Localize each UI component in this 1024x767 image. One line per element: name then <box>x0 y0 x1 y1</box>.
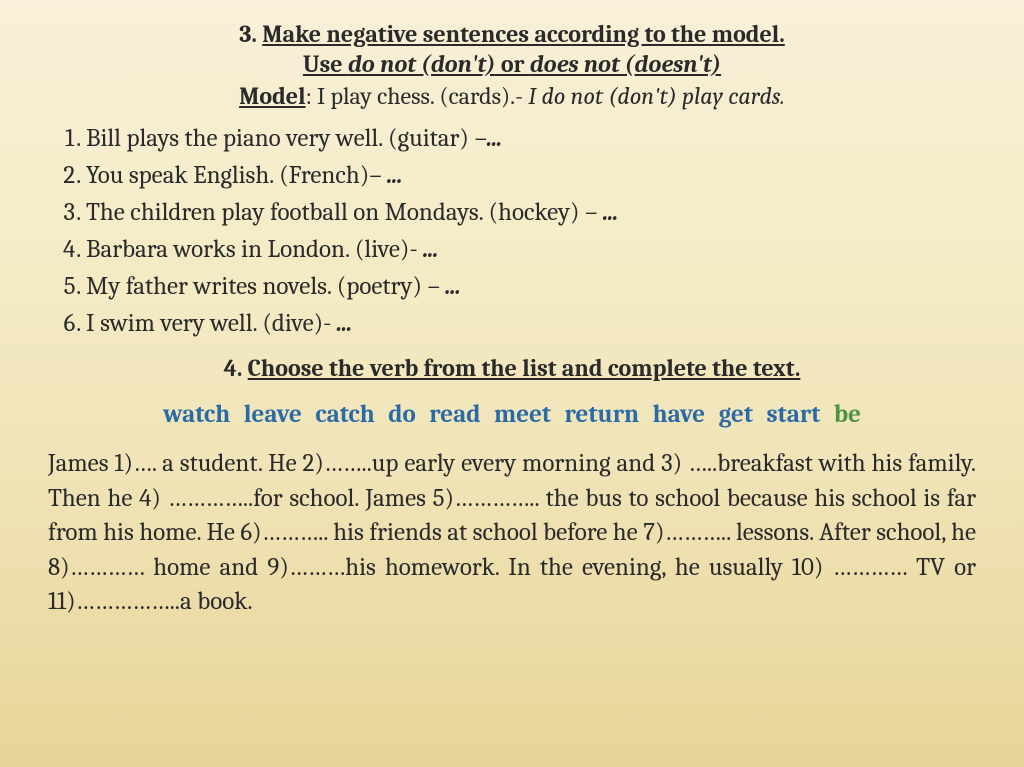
exercise3-list: Bill plays the piano very well. (guitar)… <box>86 124 994 338</box>
verb-be: be <box>834 400 861 429</box>
item-text: I swim very well. (dive)- <box>86 309 337 338</box>
exercise3-heading: 3. Make negative sentences according to … <box>30 20 994 48</box>
ellipsis: ... <box>603 198 618 227</box>
list-item: The children play football on Mondays. (… <box>86 198 994 227</box>
exercise4-paragraph: James 1)…. a student. He 2)……..up early … <box>30 447 994 620</box>
ellipsis: ... <box>487 124 502 153</box>
ellipsis: ... <box>337 309 352 338</box>
ex4-title: Choose the verb from the list and comple… <box>248 354 801 382</box>
exercise3-subheading: Use do not (don't) or does not (doesn't) <box>30 50 994 78</box>
ellipsis: ... <box>387 161 402 190</box>
item-text: You speak English. (French)– <box>86 161 387 190</box>
verb: get <box>719 400 753 429</box>
sub-donot: do not (don't) <box>348 50 496 78</box>
verb: meet <box>494 400 551 429</box>
ex3-title: Make negative sentences according to the… <box>262 20 785 48</box>
model-plain: : I play chess. (cards).- <box>306 82 529 110</box>
verb: catch <box>315 400 374 429</box>
list-item: Bill plays the piano very well. (guitar)… <box>86 124 994 153</box>
item-text: Bill plays the piano very well. (guitar)… <box>86 124 487 153</box>
sub-doesnot: does not (doesn't) <box>530 50 721 78</box>
list-item: I swim very well. (dive)- ... <box>86 309 994 338</box>
ex4-number: 4. <box>224 354 243 382</box>
item-text: Barbara works in London. (live)- <box>86 235 423 264</box>
verb: watch <box>163 400 230 429</box>
sub-or: or <box>496 50 530 78</box>
model-label: Model <box>239 82 305 110</box>
exercise4-heading: 4. Choose the verb from the list and com… <box>30 354 994 382</box>
item-text: My father writes novels. (poetry) – <box>86 272 446 301</box>
list-item: You speak English. (French)– ... <box>86 161 994 190</box>
ex3-number: 3. <box>239 20 257 48</box>
sub-prefix: Use <box>303 50 348 78</box>
verb: have <box>653 400 705 429</box>
verb: do <box>388 400 416 429</box>
verb: return <box>565 400 640 429</box>
model-ital: I do not (don't) play cards. <box>528 82 785 110</box>
verb-list: watch leave catch do read meet return ha… <box>30 400 994 429</box>
verb: read <box>429 400 480 429</box>
list-item: Barbara works in London. (live)- ... <box>86 235 994 264</box>
verb: leave <box>244 400 302 429</box>
ellipsis: ... <box>446 272 461 301</box>
ellipsis: ... <box>423 235 438 264</box>
model-line: Model: I play chess. (cards).- I do not … <box>30 82 994 110</box>
verb: start <box>767 400 821 429</box>
list-item: My father writes novels. (poetry) – ... <box>86 272 994 301</box>
item-text: The children play football on Mondays. (… <box>86 198 603 227</box>
